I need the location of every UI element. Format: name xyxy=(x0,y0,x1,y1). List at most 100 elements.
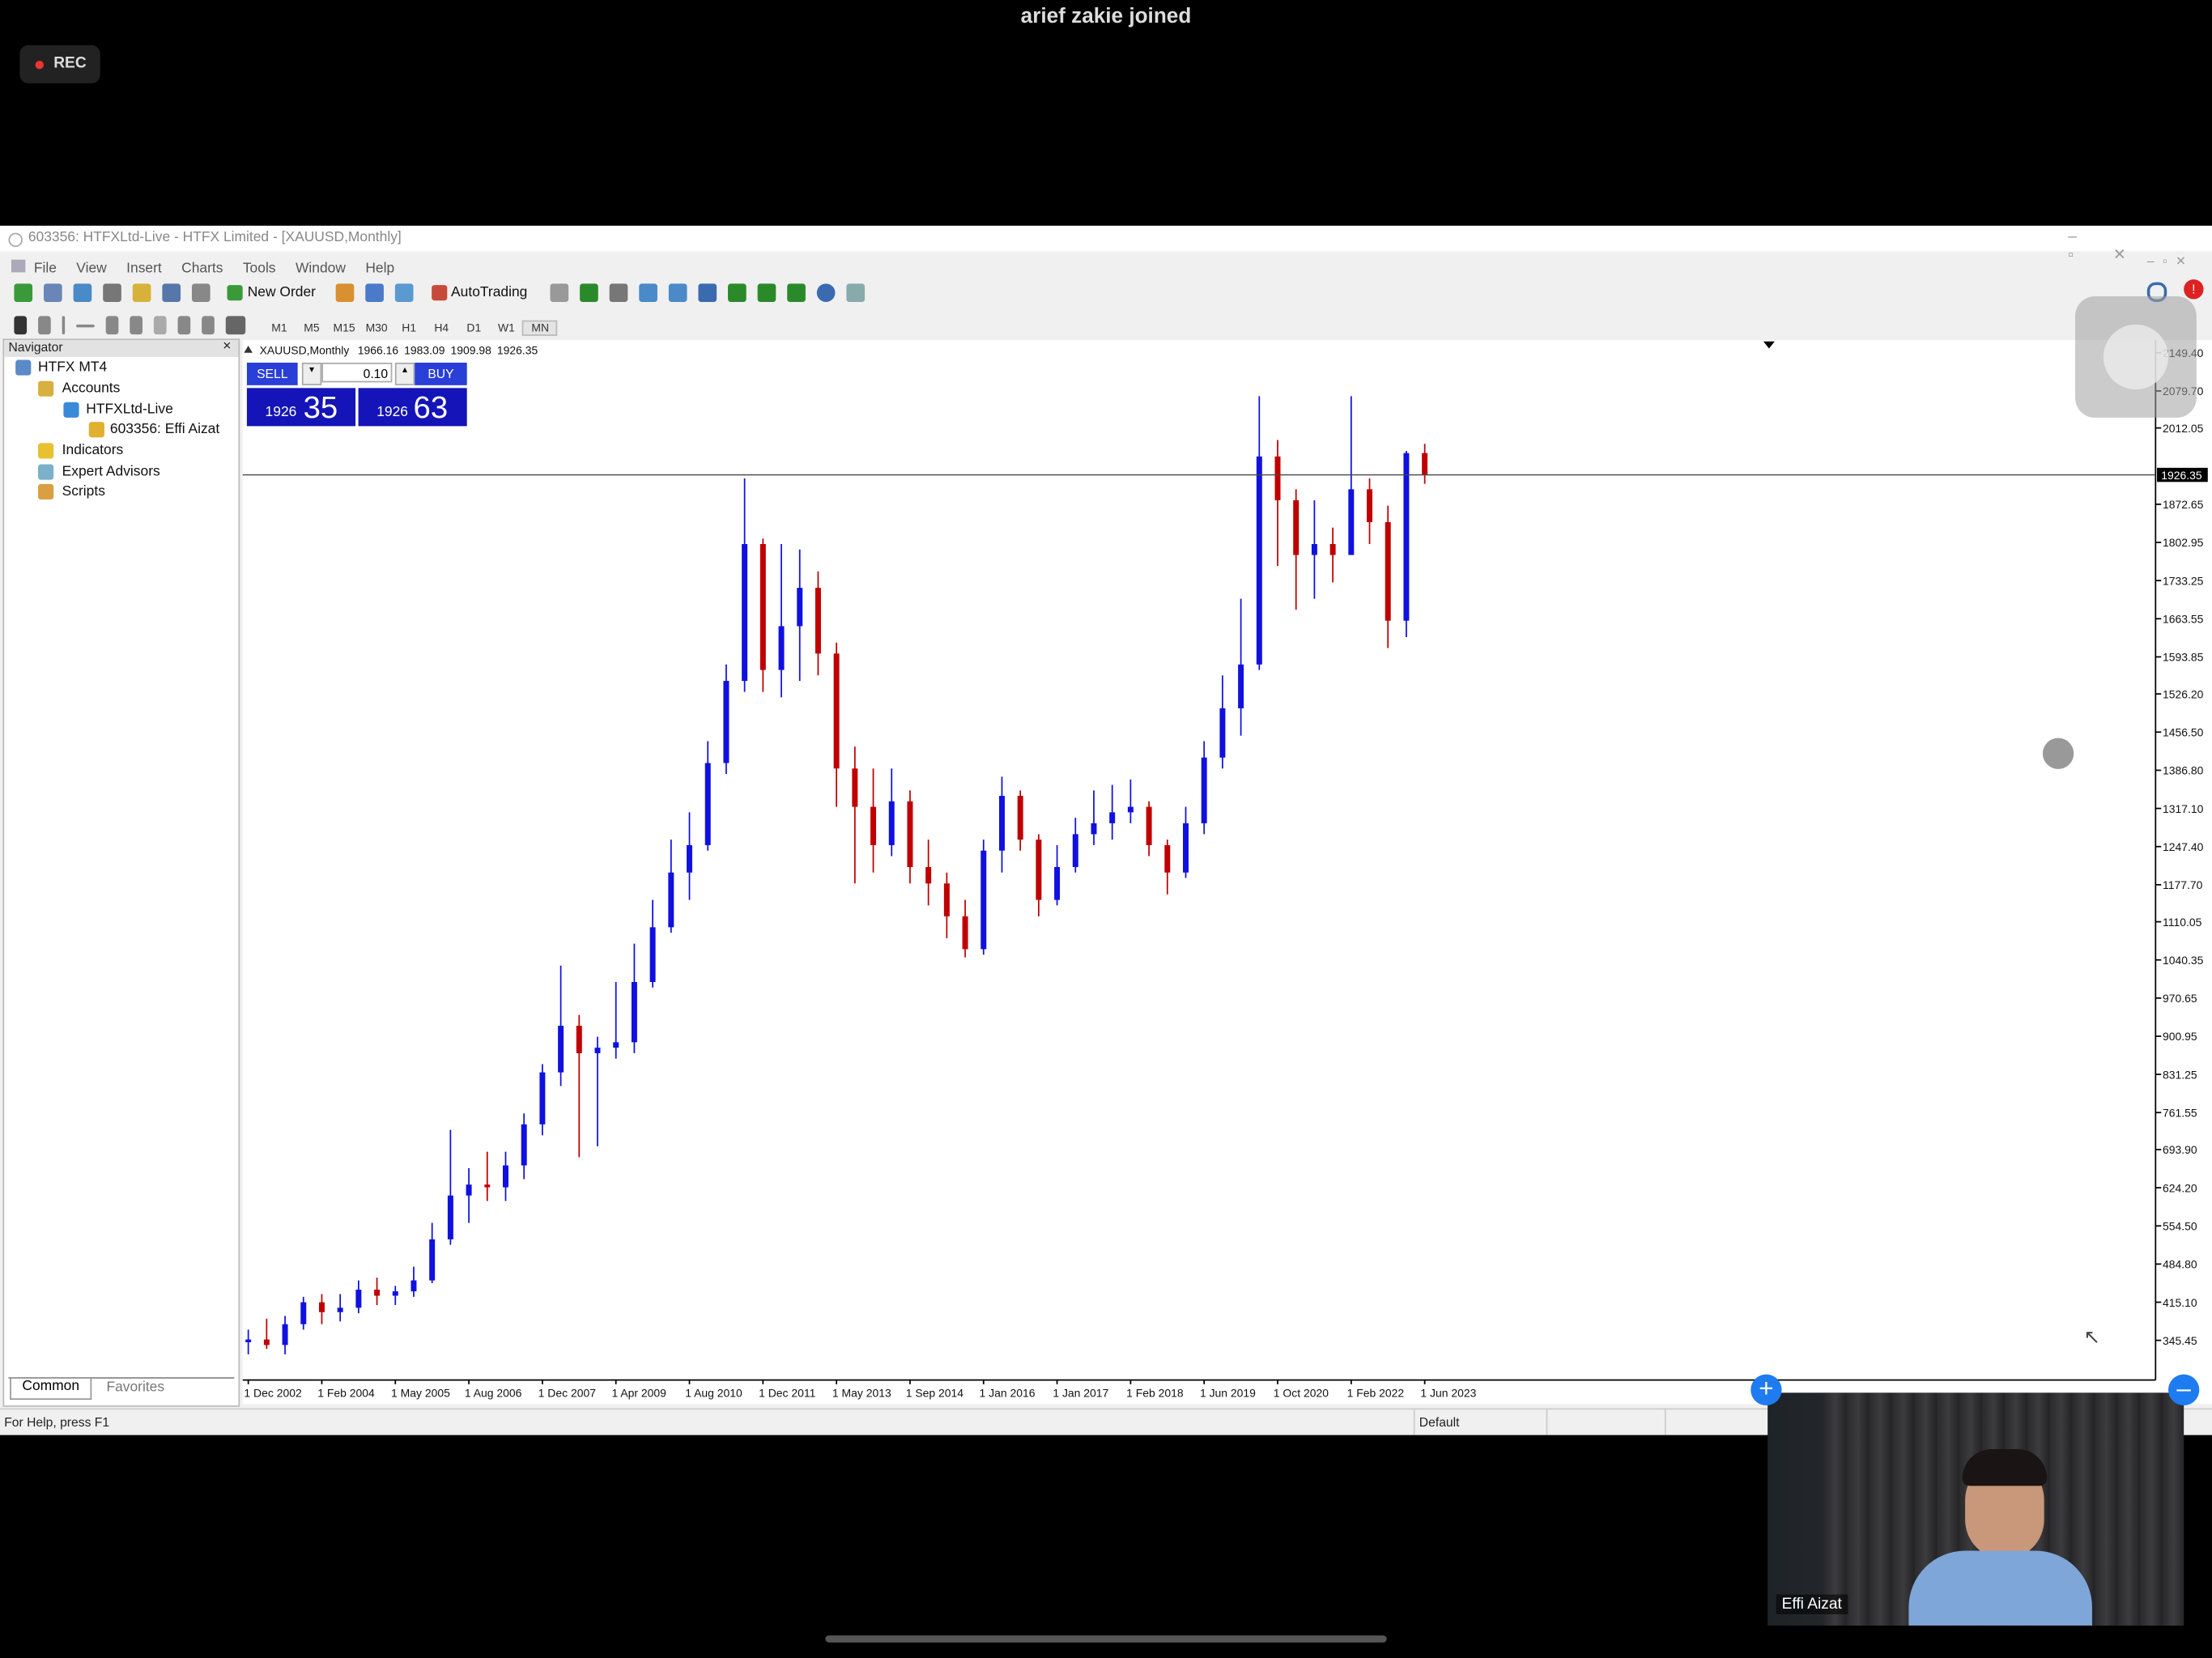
tool-button[interactable] xyxy=(639,283,658,303)
child-controls[interactable]: –▫✕ xyxy=(2146,253,2195,269)
timeframe-button[interactable]: MN xyxy=(522,320,559,336)
home-indicator[interactable] xyxy=(825,1635,1387,1643)
candle-body xyxy=(521,1124,527,1166)
ask-big: 1926 xyxy=(376,405,408,421)
tool-button[interactable] xyxy=(698,283,717,303)
candle-body xyxy=(300,1302,307,1324)
menu-item[interactable]: Tools xyxy=(242,261,276,277)
join-notice: arief zakie joined xyxy=(1020,4,1192,28)
tool-button[interactable] xyxy=(336,283,355,303)
tool-button[interactable] xyxy=(76,324,95,327)
assistive-touch[interactable] xyxy=(2074,296,2197,418)
tool-button[interactable] xyxy=(103,283,121,303)
candle-body xyxy=(668,872,674,928)
candle-body xyxy=(1219,708,1226,758)
sell-button[interactable]: SELL xyxy=(246,362,298,385)
tool-button[interactable] xyxy=(14,283,33,303)
menu-item[interactable]: File xyxy=(33,261,57,277)
chart-shift-marker[interactable] xyxy=(1763,341,1775,349)
collapse-arrow[interactable] xyxy=(244,346,253,353)
new-order-button[interactable]: New Order xyxy=(228,285,316,301)
tool-button[interactable] xyxy=(580,283,599,303)
candle-body xyxy=(245,1339,252,1342)
tool-button[interactable] xyxy=(225,316,246,335)
autotrading-button[interactable]: AutoTrading xyxy=(431,285,528,301)
tree-item[interactable]: Scripts xyxy=(62,483,105,500)
y-tick-label: 554.50 xyxy=(2163,1219,2197,1232)
y-tick-label: 484.80 xyxy=(2163,1258,2197,1271)
menu-item[interactable]: View xyxy=(76,261,107,277)
tool-button[interactable] xyxy=(846,283,866,303)
expand-button[interactable]: + xyxy=(1750,1374,1782,1406)
ask-box[interactable]: 1926 63 xyxy=(358,388,467,427)
tool-button[interactable] xyxy=(669,283,688,303)
tree-item[interactable]: 603356: Effi Aizat xyxy=(109,422,220,438)
tool-button[interactable] xyxy=(817,283,836,303)
tool-button[interactable] xyxy=(610,283,628,303)
tab[interactable]: Common xyxy=(10,1378,92,1401)
notification-badge[interactable]: ! xyxy=(2184,279,2204,300)
timeframe-button[interactable]: M30 xyxy=(365,321,388,335)
tool-button[interactable] xyxy=(728,283,747,303)
tool-button[interactable] xyxy=(130,316,143,335)
lot-input[interactable]: 0.10 xyxy=(321,362,393,383)
tool-button[interactable] xyxy=(787,283,806,303)
candle-body xyxy=(282,1324,288,1346)
tool-button[interactable] xyxy=(202,316,215,335)
close-button[interactable]: × xyxy=(223,338,232,355)
tool-button[interactable] xyxy=(758,283,776,303)
tool-button[interactable] xyxy=(153,316,167,335)
tree-item[interactable]: HTFXLtd-Live xyxy=(86,402,173,418)
minimize-button[interactable]: – xyxy=(2167,1374,2200,1406)
window-controls[interactable]: –▫✕ xyxy=(2068,228,2166,264)
rec-label: REC xyxy=(53,54,87,72)
tree-item[interactable]: Indicators xyxy=(62,443,124,459)
ohlc-open: 1966.16 xyxy=(358,343,399,356)
candle-body xyxy=(503,1165,508,1188)
tool-button[interactable] xyxy=(38,316,51,335)
x-tick-label: 1 May 2005 xyxy=(391,1387,450,1400)
tool-button[interactable] xyxy=(162,283,181,303)
timeframe-button[interactable]: H4 xyxy=(434,321,449,335)
tool-button[interactable] xyxy=(44,283,62,303)
timeframe-button[interactable]: M1 xyxy=(271,321,287,335)
buy-button[interactable]: BUY xyxy=(415,362,467,385)
candle-body xyxy=(1238,664,1244,708)
tree-item[interactable]: Expert Advisors xyxy=(62,464,160,480)
menu-item[interactable]: Insert xyxy=(126,261,162,277)
tree-item[interactable]: HTFX MT4 xyxy=(38,359,108,376)
ohlc-high: 1983.09 xyxy=(404,343,445,356)
video-hair xyxy=(1962,1449,2048,1486)
tree-item[interactable]: Accounts xyxy=(62,380,121,397)
current-price-label: 1926.35 xyxy=(2161,469,2202,482)
tool-button[interactable] xyxy=(105,316,119,335)
menu-item[interactable]: Help xyxy=(365,261,395,277)
lot-down[interactable]: ▾ xyxy=(301,362,322,385)
tool-button[interactable] xyxy=(62,316,66,335)
tool-button[interactable] xyxy=(73,283,92,303)
timeframe-button[interactable]: D1 xyxy=(466,321,482,335)
candle-body xyxy=(870,806,877,845)
candle-body xyxy=(815,588,821,654)
timeframe-button[interactable]: M15 xyxy=(333,321,355,335)
candle-body xyxy=(576,1026,582,1053)
timeframe-button[interactable]: M5 xyxy=(304,321,320,335)
tree-icon xyxy=(88,422,104,438)
tool-button[interactable] xyxy=(14,316,28,335)
video-tile[interactable]: Effi Aizat xyxy=(1767,1392,2184,1626)
rec-dot xyxy=(35,60,45,70)
tab[interactable]: Favorites xyxy=(106,1380,165,1396)
tool-button[interactable] xyxy=(132,283,151,303)
tool-button[interactable] xyxy=(395,283,414,303)
candle-body xyxy=(447,1195,453,1239)
tool-button[interactable] xyxy=(191,283,211,303)
tool-button[interactable] xyxy=(365,283,385,303)
tool-button[interactable] xyxy=(551,283,569,303)
menu-item[interactable]: Charts xyxy=(181,261,223,277)
menu-item[interactable]: Window xyxy=(295,261,346,277)
timeframe-button[interactable]: W1 xyxy=(497,321,515,335)
bid-box[interactable]: 1926 35 xyxy=(246,388,356,427)
timeframe-button[interactable]: H1 xyxy=(402,321,417,335)
lot-up[interactable]: ▴ xyxy=(394,362,415,385)
tool-button[interactable] xyxy=(177,316,191,335)
